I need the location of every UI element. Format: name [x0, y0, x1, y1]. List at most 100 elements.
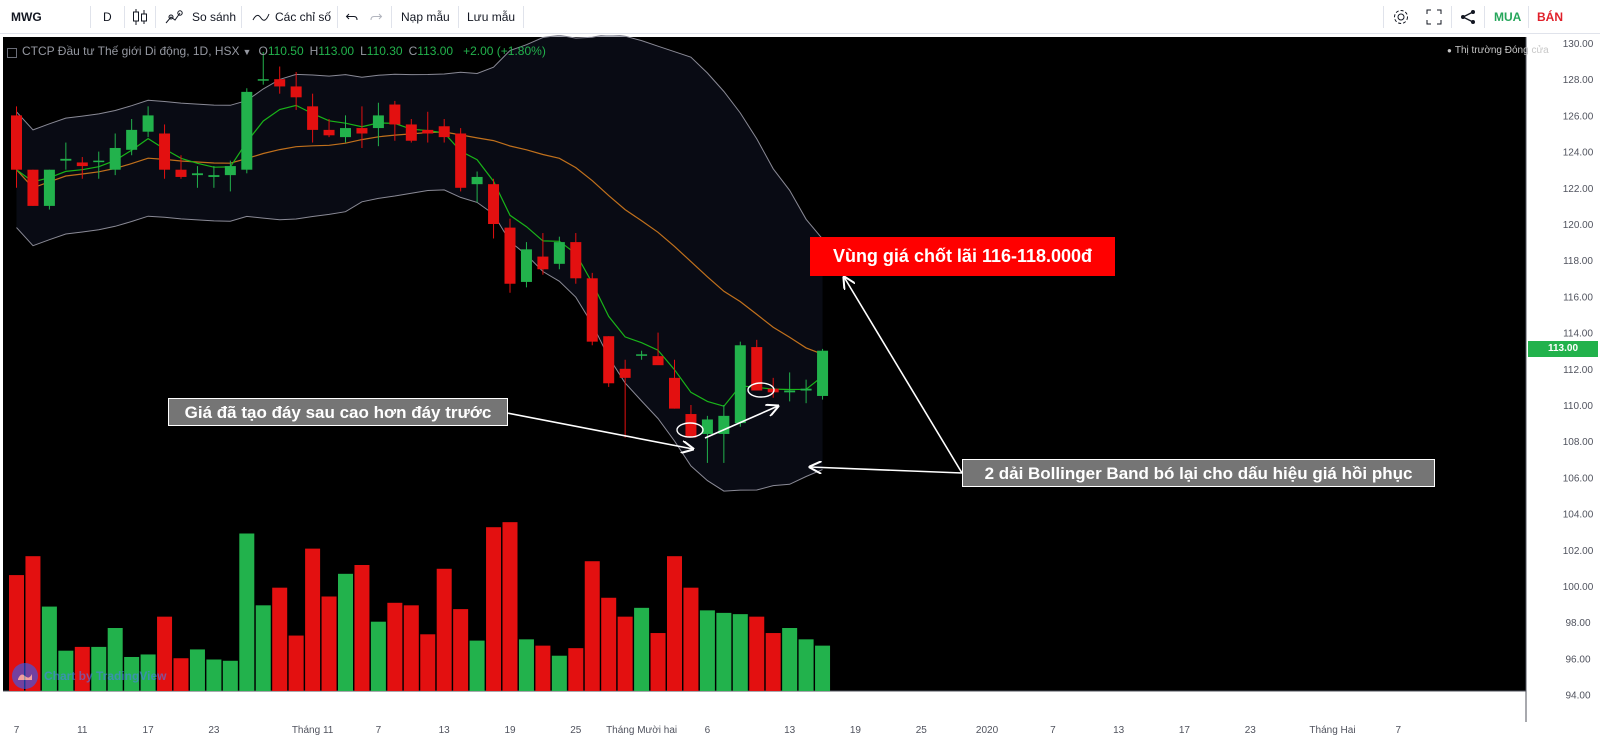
- price-tick-label: 96.00: [1565, 654, 1590, 665]
- price-chart[interactable]: 94.00 96.00 98.00 100.00 102.00 104.00 106.00 1…: [0, 35, 1600, 742]
- share-button[interactable]: [1460, 0, 1476, 34]
- settings-button[interactable]: [1392, 0, 1410, 34]
- compare-button[interactable]: So sánh: [164, 0, 236, 34]
- candle-body: [372, 115, 384, 129]
- volume-bar: [798, 639, 814, 691]
- caret-down-icon[interactable]: ▼: [242, 47, 252, 57]
- volume-bar: [124, 656, 140, 691]
- volume-bar: [25, 556, 41, 691]
- candle: [307, 93, 319, 143]
- legend-title[interactable]: CTCP Đầu tư Thế giới Di động, 1D, HSX: [22, 44, 240, 58]
- redo-button[interactable]: [369, 0, 383, 34]
- candle: [175, 155, 187, 179]
- candle-body: [307, 106, 319, 130]
- toolbar-divider: [155, 6, 156, 28]
- candle: [471, 171, 483, 203]
- candle-body: [767, 388, 779, 393]
- price-axis: [1526, 37, 1598, 691]
- candle-body: [142, 115, 154, 132]
- plot-background: [3, 37, 1526, 691]
- symbol-search[interactable]: MWG: [11, 0, 42, 34]
- compare-label: So sánh: [192, 10, 237, 24]
- volume-bar: [436, 568, 452, 691]
- sell-button[interactable]: BÁN: [1537, 0, 1563, 34]
- price-tick-label: 124.00: [1563, 148, 1594, 159]
- volume-bar: [403, 605, 419, 691]
- volume-bar: [41, 606, 57, 691]
- candle-body: [422, 129, 434, 134]
- redo-icon: [370, 13, 383, 21]
- expand-legend-icon[interactable]: [7, 48, 17, 58]
- interval-button[interactable]: D: [103, 0, 112, 34]
- save-template-button[interactable]: Lưu mẫu: [467, 0, 515, 34]
- candle-body: [603, 336, 615, 384]
- price-tick-label: 122.00: [1563, 184, 1594, 195]
- time-tick-label: Tháng Mười hai: [606, 725, 677, 736]
- fullscreen-button[interactable]: [1426, 0, 1442, 34]
- toolbar-divider: [1451, 6, 1452, 28]
- volume-bar: [9, 575, 24, 691]
- indicators-icon: [252, 13, 270, 21]
- volume-bar: [91, 646, 107, 691]
- candle: [553, 236, 565, 270]
- candle-body: [257, 79, 269, 81]
- candle-body: [471, 176, 483, 185]
- volume-bar: [206, 659, 222, 691]
- candle-layer: [11, 52, 829, 463]
- volume-bar: [732, 614, 748, 691]
- volume-bar: [634, 607, 650, 691]
- time-tick-label: 2020: [976, 725, 999, 736]
- price-tick-label: 102.00: [1563, 546, 1594, 557]
- market-status-label: Thị trường Đóng cửa: [1454, 45, 1549, 56]
- candle: [751, 339, 763, 391]
- candle-body: [685, 414, 697, 438]
- candle: [11, 106, 22, 188]
- candle: [191, 166, 203, 188]
- time-tick-label: 7: [1396, 725, 1402, 736]
- bollinger-callout[interactable]: 2 dải Bollinger Band bó lại cho dấu hiệu…: [962, 459, 1435, 487]
- legend-close-value: 113.00: [417, 44, 454, 58]
- volume-bar: [749, 616, 765, 691]
- chart-container[interactable]: 94.00 96.00 98.00 100.00 102.00 104.00 106.00 1…: [0, 35, 1600, 742]
- volume-bar: [222, 660, 238, 691]
- candle-body: [504, 227, 516, 284]
- time-tick-label: 7: [1050, 725, 1056, 736]
- candle-body: [652, 356, 664, 366]
- candle-body: [636, 354, 648, 356]
- volume-bar: [173, 658, 189, 691]
- tradingview-watermark[interactable]: Chart by TradingView: [12, 663, 166, 689]
- buy-button[interactable]: MUA: [1494, 0, 1521, 34]
- legend-high-value: 113.00: [318, 44, 355, 58]
- indicators-button[interactable]: Các chỉ số: [252, 0, 331, 34]
- time-axis-labels: 7 11 17 23 Tháng 11 7 13 19 25 Tháng Mười hai 6 13 1…: [14, 725, 1402, 736]
- volume-bar: [765, 633, 781, 691]
- price-tick-label: 120.00: [1563, 220, 1594, 231]
- toolbar-divider: [1383, 6, 1384, 28]
- undo-button[interactable]: [345, 0, 359, 34]
- higher-low-callout[interactable]: Giá đã tạo đáy sau cao hơn đáy trước: [168, 398, 508, 426]
- price-tick-label: 108.00: [1563, 437, 1594, 448]
- volume-bar: [502, 522, 518, 691]
- price-tick-label: 130.00: [1563, 39, 1594, 50]
- load-template-button[interactable]: Nạp mẫu: [401, 0, 450, 34]
- legend-open-value: 110.50: [267, 44, 304, 58]
- candle: [142, 106, 154, 138]
- current-price-tag: 113.00: [1528, 341, 1598, 357]
- top-toolbar: MWG D So sánh Các chỉ số Nạp mẫu Lưu mẫu…: [0, 0, 1600, 34]
- candle: [537, 233, 549, 275]
- toolbar-divider: [391, 6, 392, 28]
- volume-bar: [74, 646, 90, 691]
- chart-type-button[interactable]: [132, 0, 148, 34]
- candle: [43, 169, 55, 210]
- target-zone-callout[interactable]: Vùng giá chốt lãi 116-118.000đ: [810, 237, 1115, 276]
- volume-bar: [650, 633, 666, 691]
- candle: [372, 102, 384, 147]
- price-axis-labels: 94.00 96.00 98.00 100.00 102.00 104.00 106.00 1…: [1563, 39, 1594, 702]
- volume-bar: [58, 650, 74, 691]
- price-tick-label: 94.00: [1565, 691, 1590, 702]
- candle-body: [389, 104, 401, 125]
- target-zone-arrow: [844, 277, 963, 474]
- price-tick-label: 110.00: [1563, 401, 1593, 412]
- candle-body: [208, 175, 220, 177]
- candle-body: [175, 169, 187, 177]
